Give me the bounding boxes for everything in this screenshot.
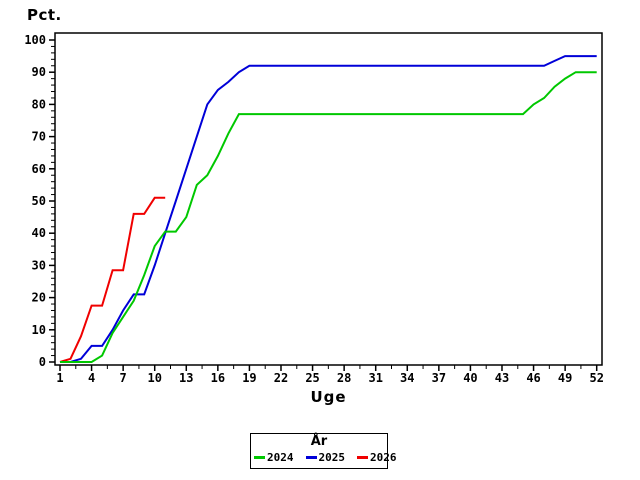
x-tick-label: 4 xyxy=(88,371,95,385)
x-tick-label: 25 xyxy=(305,371,319,385)
y-tick-label: 10 xyxy=(32,323,46,337)
y-tick-label: 40 xyxy=(32,226,46,240)
legend-label-2026: 2026 xyxy=(370,451,397,464)
y-tick-label: 60 xyxy=(32,162,46,176)
series-line-2025 xyxy=(60,55,597,363)
legend-swatch-2026-icon xyxy=(357,456,368,459)
x-tick-label: 1 xyxy=(56,371,63,385)
x-tick-label: 46 xyxy=(526,371,540,385)
legend-item-2024: 2024 xyxy=(254,451,294,464)
legend-items: 2024 2025 2026 xyxy=(254,451,397,464)
legend-swatch-2024-icon xyxy=(254,456,265,459)
x-tick-label: 31 xyxy=(368,371,382,385)
x-tick-label: 16 xyxy=(211,371,225,385)
legend-swatch-2025-icon xyxy=(305,456,317,459)
x-tick-label: 28 xyxy=(337,371,351,385)
plot-frame xyxy=(54,32,603,366)
x-tick-label: 37 xyxy=(432,371,446,385)
x-tick-label: 34 xyxy=(400,371,414,385)
y-tick-label: 20 xyxy=(32,291,46,305)
y-tick-label: 80 xyxy=(32,97,46,111)
x-tick-label: 13 xyxy=(179,371,193,385)
x-tick-label: 7 xyxy=(120,371,127,385)
series-line-2026 xyxy=(59,196,166,363)
y-tick-label: 90 xyxy=(32,65,46,79)
legend: År 2024 2025 2026 xyxy=(250,433,397,469)
x-tick-label: 43 xyxy=(495,371,509,385)
y-tick-label: 0 xyxy=(39,355,46,369)
x-tick-label: 22 xyxy=(274,371,288,385)
y-tick-label: 50 xyxy=(32,194,46,208)
x-tick-label: 40 xyxy=(463,371,477,385)
x-tick-label: 10 xyxy=(147,371,161,385)
legend-label-2025: 2025 xyxy=(318,451,346,464)
y-tick-label: 100 xyxy=(24,33,46,47)
y-tick-label: 30 xyxy=(32,258,46,272)
x-tick-label: 19 xyxy=(242,371,256,385)
series-line-2024 xyxy=(60,71,597,363)
y-axis-title: Pct. xyxy=(27,6,62,24)
legend-item-2025: 2025 xyxy=(305,451,346,464)
legend-item-2026: 2026 xyxy=(357,451,397,464)
legend-title: År xyxy=(310,434,328,449)
x-tick-label: 52 xyxy=(589,371,603,385)
x-axis-title: Uge xyxy=(310,388,347,406)
x-tick-label: 49 xyxy=(558,371,572,385)
legend-label-2024: 2024 xyxy=(267,451,294,464)
y-tick-label: 70 xyxy=(32,130,46,144)
